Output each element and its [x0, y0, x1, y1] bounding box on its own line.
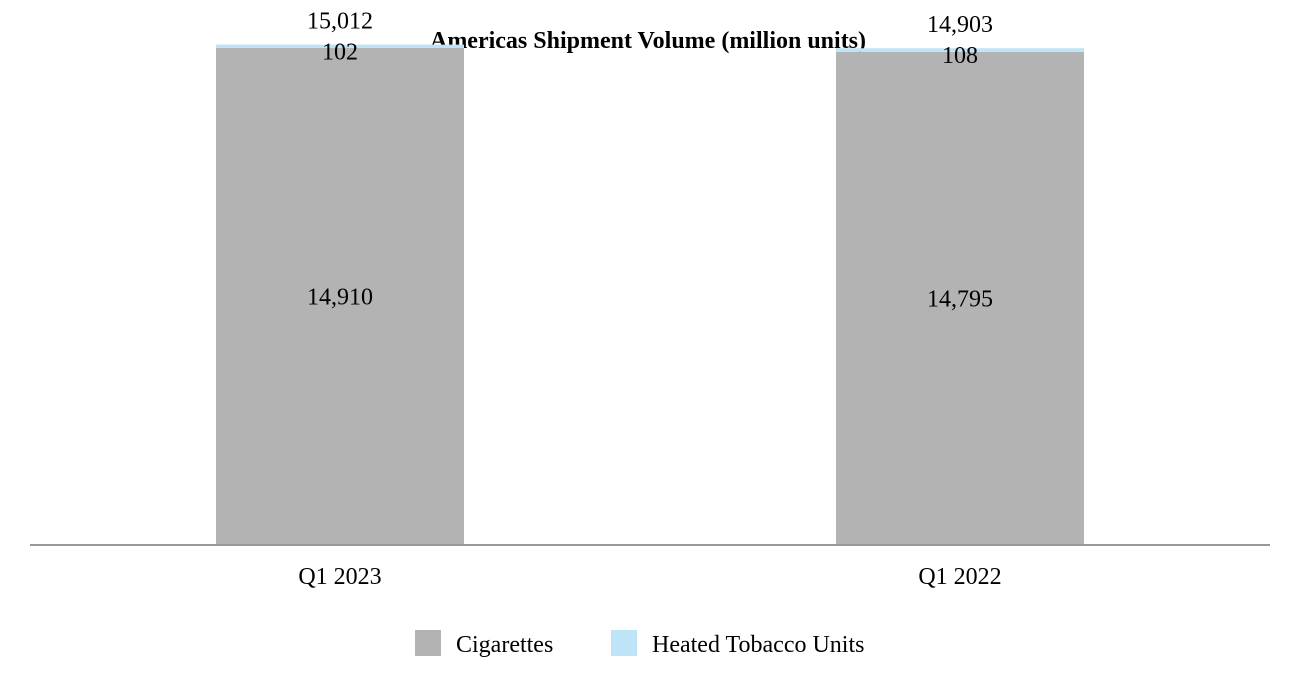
- legend: Cigarettes Heated Tobacco Units: [415, 630, 864, 658]
- chart-title: Americas Shipment Volume (million units): [430, 28, 866, 54]
- x-axis-ticks: Q1 2023 Q1 2022: [298, 564, 1001, 590]
- x-tick-label-1: Q1 2022: [918, 564, 1001, 590]
- bar-heated-tobacco-0: [216, 44, 464, 48]
- total-label-1: 14,903: [927, 12, 993, 38]
- data-label-cigarettes-1: 14,795: [927, 286, 993, 312]
- legend-swatch-heated-tobacco: [611, 630, 637, 656]
- bar-cigarettes-1: [836, 51, 1084, 545]
- bar-cigarettes-0: [216, 48, 464, 545]
- total-label-0: 15,012: [307, 9, 373, 35]
- data-label-heated-tobacco-0: 102: [322, 40, 358, 66]
- legend-label-heated-tobacco: Heated Tobacco Units: [652, 632, 864, 658]
- legend-swatch-cigarettes: [415, 630, 441, 656]
- x-tick-label-0: Q1 2023: [298, 564, 381, 590]
- plot-area: 14,910 102 15,012 14,795 108 14,903: [216, 9, 1084, 545]
- legend-label-cigarettes: Cigarettes: [456, 632, 553, 658]
- data-label-heated-tobacco-1: 108: [942, 43, 978, 69]
- data-label-cigarettes-0: 14,910: [307, 285, 373, 311]
- bar-heated-tobacco-1: [836, 48, 1084, 52]
